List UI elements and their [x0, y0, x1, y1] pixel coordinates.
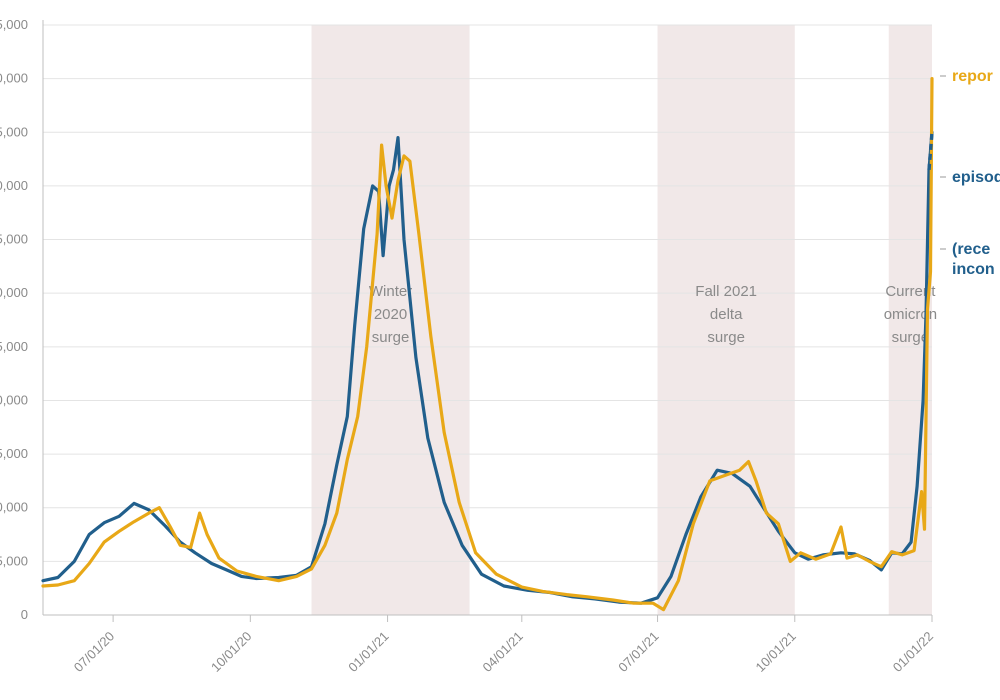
- x-tick-label: 01/01/21: [345, 629, 391, 675]
- shaded-periods: [311, 25, 932, 615]
- episode-series-line: [41, 130, 934, 605]
- y-tick-label: 10,000: [0, 500, 28, 515]
- y-tick-label: 25,000: [0, 339, 28, 354]
- series-label-episode: episod: [952, 169, 1000, 186]
- x-tick-label: 10/01/20: [208, 629, 254, 675]
- y-tick-label: 20,000: [0, 392, 28, 407]
- x-tick-label: 01/01/22: [890, 629, 936, 675]
- surge-label-2-2: surge: [892, 329, 930, 346]
- y-tick-label: 40,000: [0, 178, 28, 193]
- surge-shade-0: [311, 25, 470, 615]
- reported-series-line: [41, 77, 934, 612]
- y-tick-label: 50,000: [0, 71, 28, 86]
- surge-label-1-1: delta: [710, 306, 743, 323]
- surge-label-1-2: surge: [707, 329, 745, 346]
- surge-labels: Winter 2020 surge Fall 2021 delta surge Curren…: [369, 283, 937, 346]
- y-tick-label: 0: [21, 607, 28, 622]
- surge-label-2-0: Current: [885, 283, 936, 300]
- series-label-recent_1: (rece: [952, 241, 990, 258]
- x-tick-label: 10/01/21: [753, 629, 799, 675]
- x-tick-label: 07/01/21: [615, 629, 661, 675]
- y-tick-label: 55,000: [0, 17, 28, 32]
- surge-label-0-2: surge: [372, 329, 410, 346]
- gridlines: 0 5,000 10,000 15,000 20,000 25,000 30,000 35,0…: [0, 17, 932, 622]
- y-tick-label: 30,000: [0, 285, 28, 300]
- y-tick-label: 45,000: [0, 124, 28, 139]
- series-label-recent_2: incon: [952, 261, 995, 278]
- y-tick-label: 35,000: [0, 232, 28, 247]
- y-tick-label: 5,000: [0, 553, 28, 568]
- y-tick-label: 15,000: [0, 446, 28, 461]
- series-lines: [41, 77, 934, 612]
- surge-label-0-0: Winter: [369, 283, 412, 300]
- series-labels: repor episod (rece incon: [940, 68, 1000, 278]
- surge-label-2-1: omicron: [884, 306, 937, 323]
- series-label-reported: repor: [952, 68, 993, 85]
- surge-label-1-0: Fall 2021: [695, 283, 757, 300]
- x-tick-label: 07/01/20: [71, 629, 117, 675]
- x-tick-label: 04/01/21: [480, 629, 526, 675]
- surge-label-0-1: 2020: [374, 306, 407, 323]
- episode-incomplete-tail: [927, 132, 934, 170]
